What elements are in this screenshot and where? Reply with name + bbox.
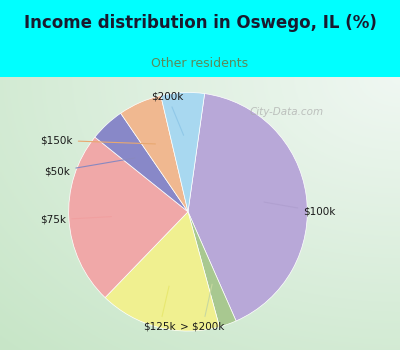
Wedge shape: [121, 96, 188, 212]
Wedge shape: [161, 92, 205, 212]
Text: > $200k: > $200k: [180, 284, 225, 332]
Text: Income distribution in Oswego, IL (%): Income distribution in Oswego, IL (%): [24, 14, 376, 32]
Text: $100k: $100k: [264, 202, 336, 217]
Wedge shape: [95, 113, 188, 212]
Wedge shape: [188, 212, 236, 327]
Text: $150k: $150k: [40, 135, 156, 145]
Text: City-Data.com: City-Data.com: [250, 107, 324, 117]
Text: $200k: $200k: [152, 92, 184, 135]
Text: $75k: $75k: [40, 215, 112, 225]
Wedge shape: [188, 93, 307, 321]
Text: Other residents: Other residents: [152, 57, 248, 70]
Text: $50k: $50k: [44, 158, 135, 176]
Wedge shape: [69, 137, 188, 298]
Text: $125k: $125k: [143, 286, 176, 332]
Wedge shape: [105, 212, 220, 331]
